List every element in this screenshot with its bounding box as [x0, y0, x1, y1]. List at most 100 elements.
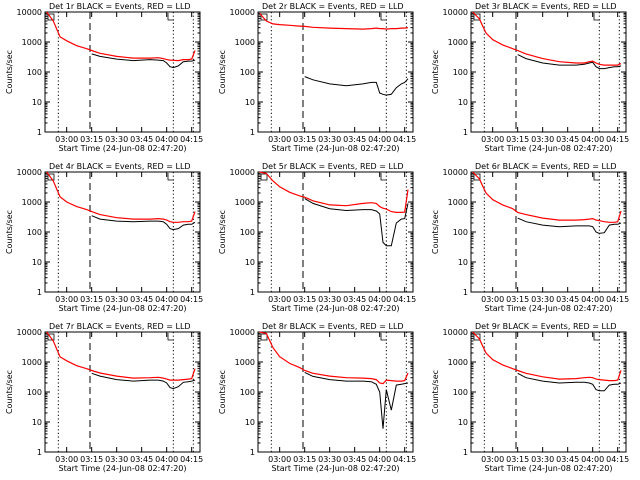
- x-axis-label: Start Time (24-Jun-08 02:47:20): [272, 304, 400, 313]
- panel-9: Det 9r BLACK = Events, RED = LLD 1 10 100 10…: [431, 322, 629, 473]
- panel-1: Det 1r BLACK = Events, RED = LLD 1 10 100 10…: [5, 2, 203, 153]
- y-axis-label: Counts/sec: [5, 370, 14, 414]
- corner-mark-right: [380, 173, 387, 181]
- y-tick-label: 1000: [22, 198, 42, 207]
- y-tick-label: 1: [37, 288, 42, 297]
- x-tick-label: 03:00: [268, 135, 291, 144]
- y-axis-label: Counts/sec: [431, 370, 440, 414]
- corner-mark-left: [47, 333, 55, 341]
- x-tick-label: 03:00: [55, 455, 78, 464]
- x-tick-label: 03:45: [130, 295, 153, 304]
- plot-frame: [44, 11, 201, 133]
- lld-series-line: [46, 331, 196, 381]
- y-tick-label: 100: [27, 228, 42, 237]
- y-axis-label: Counts/sec: [218, 50, 227, 94]
- panel-title: Det 3r BLACK = Events, RED = LLD: [475, 2, 617, 11]
- x-tick-label: 03:45: [343, 135, 366, 144]
- y-tick-label: 1000: [448, 198, 468, 207]
- y-tick-label: 1: [463, 128, 468, 137]
- lld-series-line: [259, 171, 409, 213]
- x-tick-label: 03:45: [556, 295, 579, 304]
- y-tick-label: 100: [453, 68, 468, 77]
- panel-title: Det 5r BLACK = Events, RED = LLD: [262, 162, 404, 171]
- corner-mark-right: [593, 13, 600, 21]
- y-tick-label: 1: [463, 448, 468, 457]
- panel-6: Det 6r BLACK = Events, RED = LLD 1 10 100 10…: [431, 162, 629, 313]
- y-tick-label: 100: [240, 388, 255, 397]
- corner-mark-right: [380, 333, 387, 341]
- corner-mark-left: [473, 13, 481, 21]
- y-tick-label: 100: [240, 228, 255, 237]
- lld-series-line: [46, 11, 196, 62]
- x-tick-label: 03:00: [481, 135, 504, 144]
- corner-mark-left: [260, 13, 268, 21]
- plot-frame: [470, 11, 627, 133]
- x-tick-label: 04:15: [606, 135, 629, 144]
- corner-mark-left: [260, 333, 268, 341]
- y-tick-label: 1000: [235, 358, 255, 367]
- x-tick-label: 03:00: [481, 295, 504, 304]
- x-tick-label: 04:15: [180, 455, 203, 464]
- x-tick-label: 03:30: [531, 135, 554, 144]
- x-axis-label: Start Time (24-Jun-08 02:47:20): [59, 144, 187, 153]
- x-tick-label: 04:00: [155, 295, 178, 304]
- y-tick-label: 10: [458, 98, 468, 107]
- y-tick-label: 1: [250, 128, 255, 137]
- plot-frame: [257, 11, 414, 133]
- y-tick-label: 1: [250, 448, 255, 457]
- x-tick-label: 04:00: [368, 455, 391, 464]
- panel-7: Det 7r BLACK = Events, RED = LLD 1 10 100 10…: [5, 322, 203, 473]
- y-tick-label: 10: [245, 258, 255, 267]
- x-tick-label: 04:00: [368, 295, 391, 304]
- y-tick-label: 1000: [448, 38, 468, 47]
- events-series-line: [91, 215, 196, 231]
- x-tick-label: 03:30: [531, 295, 554, 304]
- x-tick-label: 03:45: [343, 295, 366, 304]
- lld-series-line: [46, 171, 196, 223]
- x-tick-label: 04:00: [581, 135, 604, 144]
- corner-mark-right: [167, 333, 174, 341]
- y-tick-label: 1000: [448, 358, 468, 367]
- y-tick-label: 1: [37, 448, 42, 457]
- x-tick-label: 03:45: [556, 455, 579, 464]
- x-tick-label: 04:15: [606, 295, 629, 304]
- panel-title: Det 8r BLACK = Events, RED = LLD: [262, 322, 404, 331]
- y-tick-label: 10000: [230, 168, 255, 177]
- plot-frame: [257, 331, 414, 453]
- y-tick-label: 10: [245, 98, 255, 107]
- corner-mark-right: [380, 13, 387, 21]
- y-tick-label: 10000: [17, 168, 42, 177]
- panel-title: Det 7r BLACK = Events, RED = LLD: [49, 322, 191, 331]
- y-tick-label: 10000: [230, 328, 255, 337]
- x-tick-label: 03:15: [506, 135, 529, 144]
- corner-mark-right: [593, 333, 600, 341]
- y-tick-label: 10: [458, 258, 468, 267]
- y-tick-label: 10: [32, 418, 42, 427]
- panel-3: Det 3r BLACK = Events, RED = LLD 1 10 100 10…: [431, 2, 629, 153]
- y-tick-label: 1000: [22, 38, 42, 47]
- x-tick-label: 03:00: [268, 455, 291, 464]
- panel-title: Det 4r BLACK = Events, RED = LLD: [49, 162, 191, 171]
- x-tick-label: 03:45: [343, 455, 366, 464]
- y-tick-label: 10: [245, 418, 255, 427]
- y-tick-label: 10000: [443, 168, 468, 177]
- x-tick-label: 03:30: [318, 455, 341, 464]
- x-tick-label: 04:15: [393, 295, 416, 304]
- y-tick-label: 1000: [22, 358, 42, 367]
- y-tick-label: 10000: [17, 8, 42, 17]
- corner-mark-left: [260, 173, 268, 181]
- x-tick-label: 03:15: [293, 295, 316, 304]
- x-tick-label: 03:30: [105, 455, 128, 464]
- events-series-line: [304, 371, 409, 429]
- y-tick-label: 10: [458, 418, 468, 427]
- y-tick-label: 100: [27, 388, 42, 397]
- plot-frame: [44, 331, 201, 453]
- x-tick-label: 04:00: [581, 295, 604, 304]
- x-tick-label: 03:30: [105, 295, 128, 304]
- x-axis-label: Start Time (24-Jun-08 02:47:20): [485, 304, 613, 313]
- x-tick-label: 04:15: [606, 455, 629, 464]
- x-tick-label: 03:15: [293, 455, 316, 464]
- lld-series-line: [472, 331, 622, 382]
- x-axis-label: Start Time (24-Jun-08 02:47:20): [485, 464, 613, 473]
